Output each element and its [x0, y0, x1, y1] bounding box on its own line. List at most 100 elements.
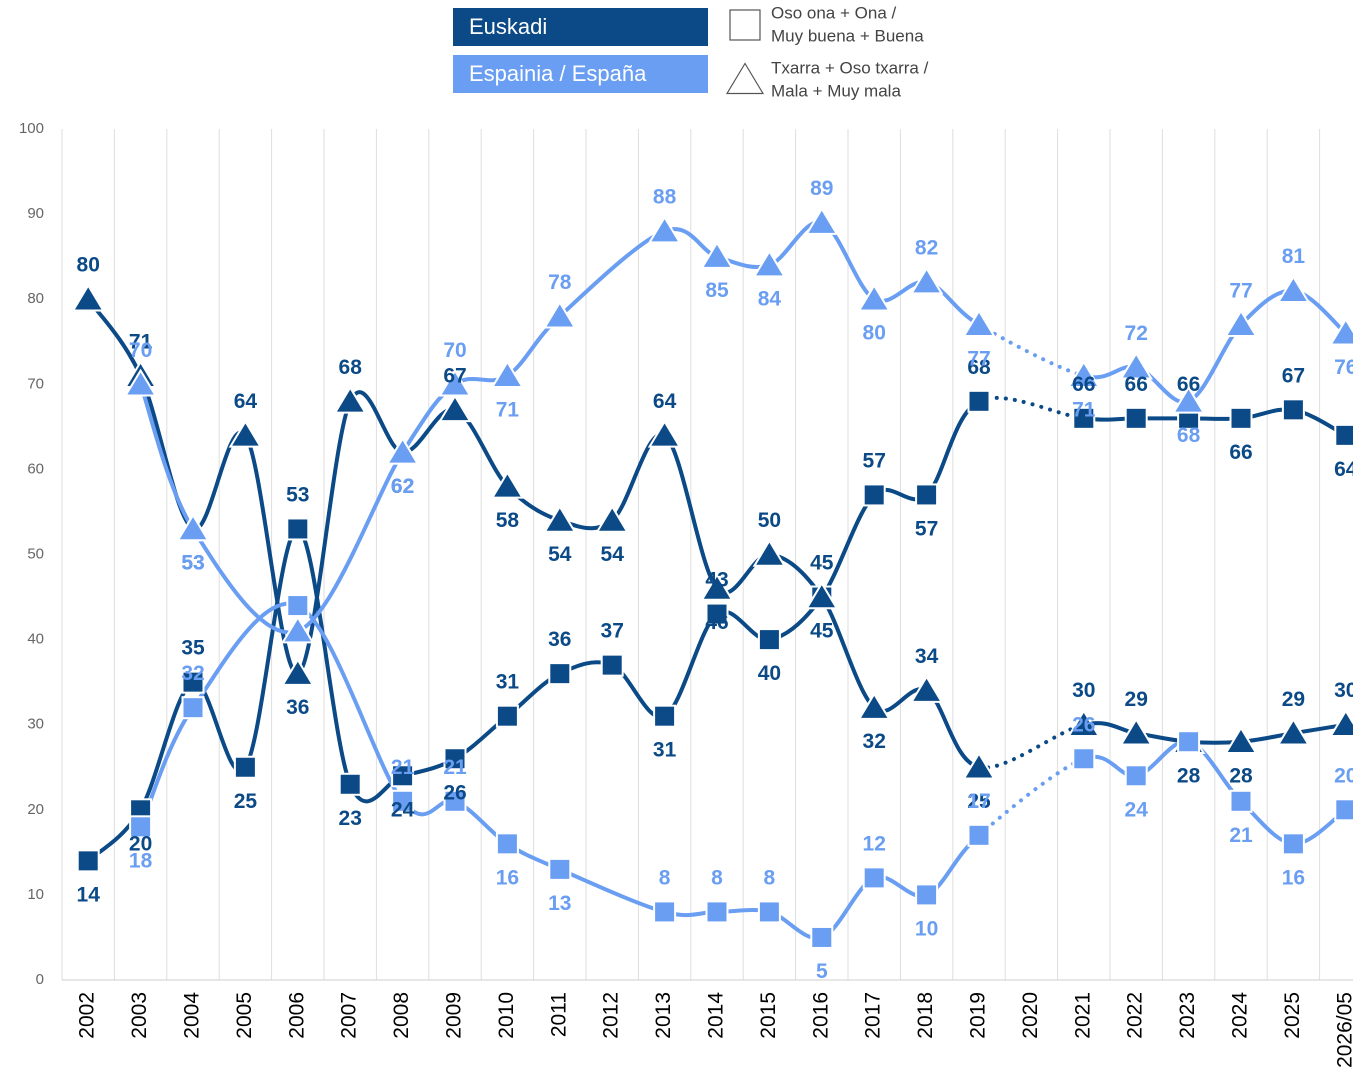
- data-label: 58: [496, 509, 520, 532]
- data-point: [967, 823, 991, 847]
- data-point: [653, 900, 677, 924]
- data-point: [181, 670, 205, 694]
- data-point: [1281, 832, 1305, 856]
- data-point: [286, 517, 310, 541]
- data-label: 29: [1282, 688, 1305, 711]
- data-point: [909, 674, 944, 703]
- data-label: 32: [181, 662, 204, 685]
- legend-swatch: [453, 55, 708, 93]
- data-point: [71, 283, 105, 312]
- data-label: 80: [77, 254, 100, 277]
- data-point: [1329, 709, 1353, 737]
- x-tick-label: 2015: [757, 992, 780, 1039]
- data-label: 62: [391, 475, 414, 498]
- data-point: [1177, 730, 1201, 754]
- y-tick-label: 100: [19, 120, 44, 137]
- data-label: 53: [286, 484, 309, 507]
- data-point: [1067, 360, 1101, 389]
- y-tick-label: 20: [27, 801, 44, 818]
- data-point: [1229, 406, 1253, 430]
- data-point: [281, 657, 315, 686]
- series-connector: [977, 395, 1086, 421]
- data-point: [438, 368, 472, 397]
- data-label: 26: [443, 781, 466, 804]
- x-tick-label: 2012: [600, 992, 623, 1039]
- y-tick-label: 60: [27, 460, 44, 477]
- data-point: [757, 900, 781, 924]
- series-connector: [977, 722, 1086, 770]
- data-label: 28: [1229, 764, 1253, 787]
- legend-marker-label: Txarra + Oso txarra /: [771, 58, 929, 77]
- data-point: [862, 483, 886, 507]
- data-point: [915, 483, 939, 507]
- x-tick-label: 2006: [285, 992, 308, 1039]
- data-point: [495, 704, 519, 728]
- data-point: [443, 747, 467, 771]
- data-label: 71: [1072, 398, 1096, 421]
- data-label: 82: [915, 237, 938, 260]
- data-point: [1224, 309, 1258, 337]
- x-tick-label: 2013: [652, 992, 675, 1039]
- x-tick-label: 2010: [495, 992, 518, 1039]
- data-label: 24: [391, 798, 415, 821]
- data-label: 37: [601, 620, 624, 643]
- data-label: 14: [77, 883, 101, 906]
- data-point: [600, 653, 624, 677]
- legend-marker: [729, 9, 761, 41]
- data-point: [129, 815, 153, 839]
- data-label: 24: [1125, 798, 1149, 821]
- data-point: [805, 581, 839, 610]
- data-point: [1119, 717, 1153, 746]
- y-tick-label: 30: [27, 716, 44, 733]
- data-point: [443, 789, 467, 813]
- data-point: [548, 662, 572, 686]
- data-label: 77: [967, 347, 990, 370]
- data-label: 68: [967, 356, 991, 379]
- x-tick-label: 2023: [1176, 992, 1199, 1039]
- data-label: 18: [129, 849, 153, 872]
- data-point: [705, 900, 729, 924]
- data-label: 35: [181, 637, 205, 660]
- y-tick-label: 90: [27, 205, 44, 222]
- legend-marker-label: Muy buena + Buena: [771, 26, 924, 45]
- x-tick-label: 2002: [76, 992, 99, 1039]
- data-label: 31: [496, 671, 520, 694]
- data-point: [1276, 717, 1311, 746]
- data-point: [490, 470, 525, 499]
- data-label: 64: [1334, 458, 1353, 481]
- data-point: [76, 849, 100, 873]
- x-tick-label: 2024: [1229, 992, 1252, 1039]
- data-label: 66: [1229, 441, 1252, 464]
- data-point: [1229, 789, 1253, 813]
- data-label: 66: [1072, 373, 1095, 396]
- data-label: 80: [863, 322, 886, 345]
- data-point: [338, 772, 362, 796]
- data-point: [1124, 764, 1148, 788]
- data-label: 64: [234, 390, 258, 413]
- data-label: 66: [1177, 373, 1200, 396]
- data-label: 36: [548, 628, 571, 651]
- data-label: 21: [443, 756, 467, 779]
- data-label: 16: [496, 866, 519, 889]
- data-point: [1224, 726, 1258, 754]
- data-label: 89: [810, 177, 833, 200]
- series-line: [400, 314, 562, 454]
- data-label: 85: [705, 279, 729, 302]
- data-point: [1124, 406, 1148, 430]
- x-tick-label: 2004: [181, 992, 204, 1039]
- data-label: 57: [863, 449, 886, 472]
- series-connector: [977, 756, 1086, 838]
- data-point: [490, 360, 525, 389]
- data-label: 20: [129, 832, 152, 855]
- data-label: 8: [659, 866, 671, 889]
- data-point: [862, 866, 886, 890]
- data-point: [857, 691, 891, 720]
- data-point: [805, 206, 839, 235]
- data-point: [438, 394, 472, 423]
- x-tick-label: 2003: [128, 992, 151, 1039]
- data-point: [752, 538, 787, 567]
- legend-label: Euskadi: [469, 14, 547, 39]
- x-tick-label: 2005: [233, 992, 256, 1039]
- data-point: [1072, 406, 1096, 430]
